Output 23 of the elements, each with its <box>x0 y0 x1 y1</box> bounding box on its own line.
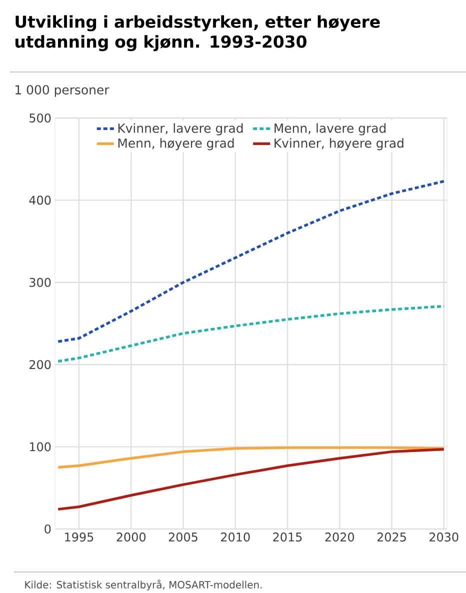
text: Kilde: Statistisk sentralbyrå, MOSART-modellen. <box>25 580 262 590</box>
x-tick-label: 2030 <box>430 532 458 542</box>
y-tick-label: 400 <box>29 196 51 205</box>
x-tick-label: 2005 <box>168 532 198 542</box>
x-tick-label: 1995 <box>65 532 94 542</box>
legend-label: Kvinner, høyere grad <box>274 138 404 150</box>
chart-title: Utvikling i arbeidsstyrken, etter høyere utdanning og kjønn. 1993-2030 <box>15 15 380 52</box>
x-tick-label: 2025 <box>377 532 406 542</box>
line-series <box>56 304 446 363</box>
y-tick-label: 0 <box>44 524 51 534</box>
y-tick-label: 300 <box>30 278 51 287</box>
y-axis-title: 1 000 personer <box>16 85 110 97</box>
legend-label: Kvinner, lavere grad <box>118 123 243 136</box>
y-tick-label: 100 <box>30 442 51 452</box>
x-tick-label: 2020 <box>325 532 354 542</box>
legend-label: Menn, lavere grad <box>274 123 386 136</box>
legend-label: Menn, høyere grad <box>118 138 234 150</box>
x-tick-label: 2000 <box>116 532 146 542</box>
y-tick-label: 200 <box>30 360 51 370</box>
x-tick-label: 2015 <box>273 532 302 542</box>
y-tick-label: 500 <box>30 113 51 123</box>
x-tick-label: 2010 <box>221 532 250 542</box>
line-series <box>56 448 446 511</box>
